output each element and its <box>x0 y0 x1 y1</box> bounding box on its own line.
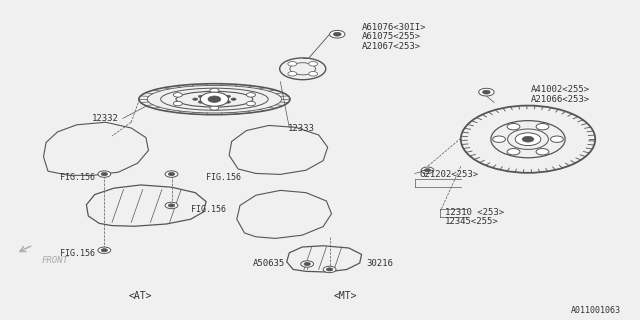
Circle shape <box>165 171 178 177</box>
Circle shape <box>326 268 333 271</box>
Circle shape <box>173 92 182 97</box>
Circle shape <box>246 92 255 97</box>
Circle shape <box>308 61 317 66</box>
Circle shape <box>421 167 434 173</box>
Circle shape <box>212 94 217 97</box>
Circle shape <box>98 171 111 177</box>
Circle shape <box>200 92 228 106</box>
Circle shape <box>173 101 182 106</box>
Text: A41002<255>: A41002<255> <box>531 85 590 94</box>
Circle shape <box>507 124 520 130</box>
Text: 12332: 12332 <box>92 114 118 123</box>
Circle shape <box>536 148 549 155</box>
Circle shape <box>479 88 494 96</box>
Circle shape <box>308 72 317 76</box>
Circle shape <box>536 124 549 130</box>
Circle shape <box>304 262 310 266</box>
Circle shape <box>515 133 541 146</box>
Circle shape <box>193 98 198 100</box>
Text: A011001063: A011001063 <box>571 306 621 315</box>
Circle shape <box>208 96 221 102</box>
Circle shape <box>301 261 314 267</box>
Text: A61076<30II>: A61076<30II> <box>362 23 426 32</box>
Circle shape <box>330 30 345 38</box>
Text: FIG.156: FIG.156 <box>191 205 226 214</box>
Circle shape <box>333 32 341 36</box>
Circle shape <box>168 204 175 207</box>
Circle shape <box>168 172 175 176</box>
Circle shape <box>165 202 178 209</box>
Circle shape <box>101 249 108 252</box>
Text: A50635: A50635 <box>253 259 285 268</box>
Circle shape <box>550 136 563 142</box>
Text: 12310 <253>: 12310 <253> <box>445 208 504 217</box>
Circle shape <box>288 61 297 66</box>
Circle shape <box>522 136 534 142</box>
Circle shape <box>246 101 255 106</box>
Text: <MT>: <MT> <box>334 291 357 301</box>
Text: 12333: 12333 <box>288 124 315 132</box>
Text: FRONT: FRONT <box>42 256 68 265</box>
Circle shape <box>98 247 111 253</box>
Circle shape <box>225 101 230 103</box>
Text: A21066<253>: A21066<253> <box>531 95 590 104</box>
Circle shape <box>198 95 204 98</box>
Circle shape <box>210 106 219 110</box>
Circle shape <box>288 72 297 76</box>
Circle shape <box>424 169 431 172</box>
Circle shape <box>483 90 490 94</box>
Circle shape <box>231 98 236 100</box>
Text: FIG.156: FIG.156 <box>206 173 241 182</box>
Circle shape <box>101 172 108 176</box>
Circle shape <box>210 88 219 93</box>
Circle shape <box>323 266 336 273</box>
Text: FIG.156: FIG.156 <box>60 249 95 258</box>
Circle shape <box>507 148 520 155</box>
Text: FIG.156: FIG.156 <box>60 173 95 182</box>
Text: 12345<255>: 12345<255> <box>445 217 499 226</box>
Circle shape <box>198 101 204 103</box>
Text: G21202<253>: G21202<253> <box>419 170 478 179</box>
Circle shape <box>493 136 506 142</box>
Text: <AT>: <AT> <box>129 291 152 301</box>
Circle shape <box>212 102 217 104</box>
Text: A21067<253>: A21067<253> <box>362 42 420 51</box>
Text: A61075<255>: A61075<255> <box>362 32 420 41</box>
Text: 30216: 30216 <box>366 259 393 268</box>
Circle shape <box>225 95 230 98</box>
